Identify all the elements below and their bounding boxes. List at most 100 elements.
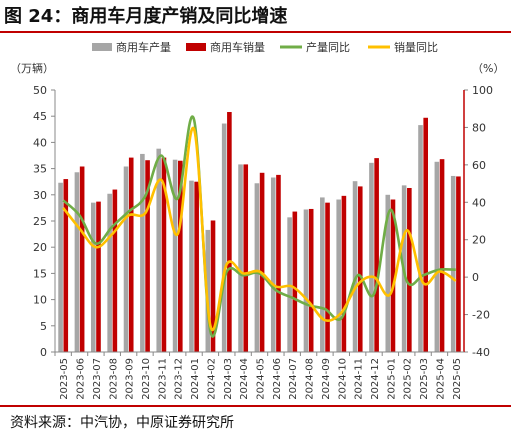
y-right-tick-label: -20 [472,309,490,322]
bar-production [172,159,178,352]
line-production-yoy [62,115,456,338]
bar-sales [308,208,314,352]
x-tick-label: 2024-04 [239,358,250,400]
y-left-tick-label: 20 [33,241,47,254]
lines [62,115,457,338]
line-sales-yoy [62,126,457,331]
axes [54,90,465,353]
y-left-ticks: 0 5 10 15 20 25 30 35 40 45 50 [33,84,55,359]
bar-sales [341,195,347,352]
x-tick-label: 2025-02 [403,358,414,400]
bar-sales [439,159,445,352]
x-tick-label: 2024-10 [337,358,348,400]
x-tick-label: 2023-09 [125,358,136,400]
bar-production [418,125,423,352]
x-tick-label: 2023-12 [174,358,185,400]
x-tick-label: 2024-12 [370,358,381,400]
bar-sales [390,199,396,352]
x-tick-label: 2024-03 [223,358,234,400]
bar-production [221,123,227,352]
y-right-tick-label: -40 [472,346,490,359]
bar-sales [194,181,199,352]
bar-production [270,177,276,352]
bar-sales [292,211,298,352]
x-tick-label: 2025-05 [452,358,463,400]
y-right-tick-label: 60 [472,159,486,172]
bar-production [254,183,260,352]
bar-sales [456,176,461,352]
bar-production [140,153,145,352]
bar-production [434,161,440,352]
bar-production [189,180,194,352]
bar-production [91,202,96,352]
y-left-tick-label: 15 [33,267,47,280]
legend-label: 商用车产量 [116,40,171,54]
bar-production [58,182,63,352]
figure-title: 图 24：商用车月度产销及同比增速 [4,6,288,27]
x-tick-label: 2025-01 [386,358,397,400]
bar-sales [357,186,363,352]
y-left-tick-label: 40 [33,136,47,149]
bar-production [74,172,80,352]
source-rule [0,405,511,407]
bar-sales [128,157,134,352]
legend: 商用车产量 商用车销量 产量同比 销量同比 [92,40,438,54]
bars [58,112,461,353]
x-tick-label: 2023-06 [76,358,87,400]
y-right-axis-label: （%） [472,62,504,75]
bar-sales [374,158,379,352]
bar-sales [259,172,265,352]
bar-production [156,148,162,352]
legend-label: 销量同比 [394,40,438,54]
x-tick-label: 2024-09 [321,358,332,400]
bar-production [336,199,341,352]
chart: 商用车产量 商用车销量 产量同比 销量同比 （万辆） （%） 0 5 10 15 20 25 30… [10,40,504,400]
bar-sales [243,164,249,352]
x-tick-label: 2023-08 [108,358,119,400]
x-tick-label: 2023-05 [59,358,70,400]
legend-swatch [92,43,112,51]
y-left-tick-label: 35 [33,163,47,176]
legend-label: 产量同比 [306,40,350,54]
x-tick-label: 2024-02 [206,358,217,400]
x-tick-label: 2025-04 [435,358,446,400]
y-left-tick-label: 10 [33,294,47,307]
bar-production [238,164,243,352]
y-left-tick-label: 25 [33,215,47,228]
bar-sales [145,160,150,352]
x-tick-label: 2024-01 [190,358,201,400]
y-left-axis-label: （万辆） [10,61,54,75]
y-right-tick-label: 0 [472,271,479,284]
y-left-tick-label: 50 [33,84,47,97]
x-tick-label: 2024-11 [354,358,365,400]
bar-production [369,162,374,352]
bar-sales [161,157,167,352]
x-tick-label: 2024-07 [288,358,299,400]
y-left-tick-label: 45 [33,110,47,123]
x-ticks: 2023-05 2023-06 2023-07 2023-08 2023-09 2023-… [54,352,463,400]
x-tick-label: 2024-08 [305,358,316,400]
bar-production [107,193,112,352]
y-right-tick-label: 100 [472,84,493,97]
bar-sales [63,179,69,352]
bar-sales [112,189,118,352]
bar-production [450,175,456,352]
bar-sales [210,220,216,352]
bar-sales [325,202,330,352]
y-right-tick-label: 40 [472,196,486,209]
y-left-tick-label: 30 [33,189,47,202]
bar-sales [407,187,412,352]
x-tick-label: 2023-10 [141,358,152,400]
bar-production [123,166,129,352]
bar-production [320,197,325,352]
legend-swatch [186,43,206,51]
x-tick-label: 2023-11 [157,358,168,400]
y-right-tick-label: 20 [472,234,486,247]
bar-sales [423,117,428,352]
bar-production [385,194,391,352]
bar-production [303,209,309,352]
bar-sales [178,160,183,352]
bar-sales [79,166,85,352]
x-tick-label: 2024-06 [272,358,283,400]
y-left-tick-label: 0 [40,346,47,359]
